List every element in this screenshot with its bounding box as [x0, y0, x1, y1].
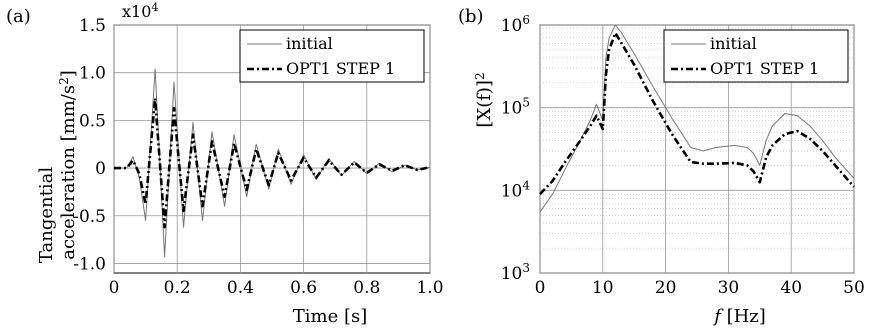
panel-b: 0 10 20 30 40 50 106 105 104 103 initial OPT1 ST…: [473, 13, 865, 327]
panel-b-label: (b): [458, 6, 484, 27]
panel-b-y-tick-label: 106: [501, 13, 530, 36]
panel-a-series: [114, 68, 431, 258]
panel-a-y-label-line2: acceleration [mm/s2]: [57, 70, 79, 260]
panel-b-legend-initial-label: initial: [710, 34, 757, 53]
panel-a-y-label-line1: Tangential: [36, 167, 57, 263]
panel-a-x-tick-label: 1.0: [416, 278, 443, 298]
panel-b-x-tick-label: 40: [780, 278, 802, 298]
panel-a-y-tick-label: -1.0: [73, 254, 106, 274]
panel-b-y-tick-label: 105: [501, 96, 530, 119]
panel-a-y-tick-label: -0.5: [73, 207, 106, 227]
panel-a-x-tick-label: 0.8: [353, 278, 380, 298]
panel-b-y-ticks: 106 105 104 103: [501, 13, 531, 284]
panel-a: 0 0.2 0.4 0.6 0.8 1.0 1.5 1.0 0.5 0 -0.5 -1.0 x104…: [36, 1, 444, 327]
panel-a-exponent: x104: [122, 1, 158, 21]
panel-a-y-tick-label: 1.5: [79, 16, 106, 36]
panel-a-series-opt1-step1: [114, 97, 431, 229]
panel-b-series-initial: [539, 24, 855, 213]
panel-a-x-tick-label: 0.6: [290, 278, 317, 298]
panel-a-legend-box: [239, 29, 425, 83]
panel-b-x-tick-label: 20: [655, 278, 677, 298]
panel-b-series: [539, 24, 855, 213]
panel-b-x-tick-label: 50: [843, 278, 865, 298]
panel-b-x-ticks: 0 10 20 30 40 50: [535, 278, 865, 298]
panel-b-x-tick-label: 30: [718, 278, 740, 298]
panel-a-x-label: Time [s]: [293, 306, 368, 327]
panel-a-legend-opt-label: OPT1 STEP 1: [286, 59, 395, 78]
panel-a-x-ticks: 0 0.2 0.4 0.6 0.8 1.0: [109, 278, 444, 298]
panel-b-y-label: [X(f)]2: [473, 72, 495, 127]
panel-a-y-tick-label: 0.5: [79, 111, 106, 131]
panel-b-legend-opt-label: OPT1 STEP 1: [710, 59, 819, 78]
panel-b-x-tick-label: 10: [592, 278, 614, 298]
panel-b-legend-box: [663, 29, 849, 83]
panel-a-y-tick-label: 1.0: [79, 64, 106, 84]
panel-a-x-tick-label: 0.2: [164, 278, 191, 298]
panel-a-legend: initial OPT1 STEP 1: [239, 29, 425, 83]
panel-a-x-tick-label: 0.4: [227, 278, 254, 298]
panel-b-x-label: f [Hz]: [712, 306, 766, 327]
panel-b-legend: initial OPT1 STEP 1: [663, 29, 849, 83]
panel-a-legend-initial-label: initial: [286, 34, 333, 53]
panel-a-y-tick-label: 0: [95, 159, 106, 179]
panel-b-y-tick-label: 103: [501, 261, 530, 284]
panel-a-series-initial: [114, 68, 431, 258]
panel-b-y-tick-label: 104: [501, 178, 531, 201]
panel-b-x-tick-label: 0: [535, 278, 546, 298]
panel-a-y-ticks: 1.5 1.0 0.5 0 -0.5 -1.0: [73, 16, 106, 274]
panel-b-series-opt1-step1: [539, 31, 855, 195]
panel-a-x-tick-label: 0: [109, 278, 120, 298]
panel-a-label: (a): [6, 6, 31, 27]
